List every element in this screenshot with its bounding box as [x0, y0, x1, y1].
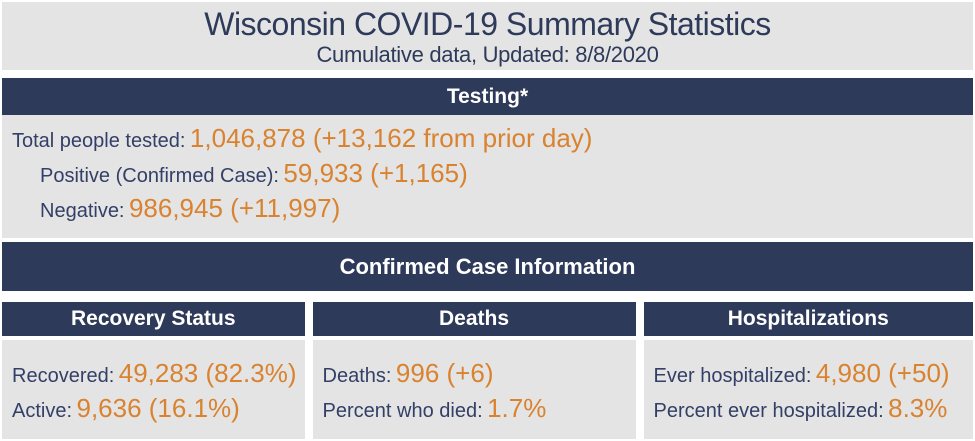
page-subtitle: Cumulative data, Updated: 8/8/2020 [316, 42, 659, 67]
confirmed-columns: Recovery Status Recovered: 49,283 (82.3%… [2, 302, 973, 439]
recovery-status-column: Recovery Status Recovered: 49,283 (82.3%… [2, 302, 305, 439]
active-value: 9,636 (16.1%) [76, 393, 240, 423]
total-tested-label: Total people tested: [12, 130, 186, 152]
recovery-status-panel: Recovered: 49,283 (82.3%) Active: 9,636 … [2, 340, 305, 439]
stat-row-ever-hospitalized: Ever hospitalized: 4,980 (+50) [654, 358, 965, 393]
stat-row-total-tested: Total people tested: 1,046,878 (+13,162 … [12, 123, 963, 158]
stat-row-negative: Negative: 986,945 (+11,997) [12, 193, 963, 228]
hospitalizations-panel: Ever hospitalized: 4,980 (+50) Percent e… [643, 340, 973, 439]
recovered-value: 49,283 (82.3%) [118, 358, 297, 388]
confirmed-section-header: Confirmed Case Information [2, 242, 973, 291]
percent-hospitalized-value: 8.3% [888, 393, 948, 423]
positive-value: 59,933 (+1,165) [283, 158, 468, 188]
testing-section-header: Testing* [2, 78, 973, 115]
confirmed-section-title: Confirmed Case Information [339, 253, 636, 279]
ever-hospitalized-label: Ever hospitalized: [653, 365, 812, 387]
stat-row-deaths: Deaths: 996 (+6) [323, 358, 628, 393]
percent-died-value: 1.7% [487, 393, 547, 423]
total-tested-value: 1,046,878 (+13,162 from prior day) [189, 123, 593, 153]
deaths-value: 996 (+6) [395, 358, 494, 388]
negative-label: Negative: [40, 200, 125, 222]
percent-hospitalized-label: Percent ever hospitalized: [653, 400, 884, 422]
deaths-title: Deaths [439, 307, 510, 330]
stat-row-percent-died: Percent who died: 1.7% [323, 393, 628, 428]
percent-died-label: Percent who died: [322, 400, 483, 422]
stat-row-recovered: Recovered: 49,283 (82.3%) [12, 358, 297, 393]
stat-row-active: Active: 9,636 (16.1%) [12, 393, 297, 428]
deaths-header: Deaths [312, 302, 636, 336]
hospitalizations-column: Hospitalizations Ever hospitalized: 4,98… [643, 302, 973, 439]
hospitalizations-title: Hospitalizations [727, 307, 889, 330]
negative-value: 986,945 (+11,997) [128, 193, 341, 223]
title-block: Wisconsin COVID-19 Summary Statistics Cu… [2, 2, 973, 70]
deaths-panel: Deaths: 996 (+6) Percent who died: 1.7% [312, 340, 636, 439]
recovery-status-title: Recovery Status [70, 307, 236, 330]
positive-label: Positive (Confirmed Case): [40, 165, 279, 187]
stat-row-positive: Positive (Confirmed Case): 59,933 (+1,16… [12, 158, 963, 193]
recovered-label: Recovered: [12, 365, 115, 387]
page-title: Wisconsin COVID-19 Summary Statistics [204, 6, 771, 42]
testing-panel: Total people tested: 1,046,878 (+13,162 … [2, 115, 973, 238]
recovery-status-header: Recovery Status [2, 302, 305, 336]
hospitalizations-header: Hospitalizations [643, 302, 973, 336]
testing-section-title: Testing* [446, 84, 529, 108]
deaths-label: Deaths: [322, 365, 392, 387]
active-label: Active: [12, 400, 73, 422]
deaths-column: Deaths Deaths: 996 (+6) Percent who died… [312, 302, 636, 439]
stat-row-percent-hospitalized: Percent ever hospitalized: 8.3% [654, 393, 965, 428]
ever-hospitalized-value: 4,980 (+50) [815, 358, 950, 388]
